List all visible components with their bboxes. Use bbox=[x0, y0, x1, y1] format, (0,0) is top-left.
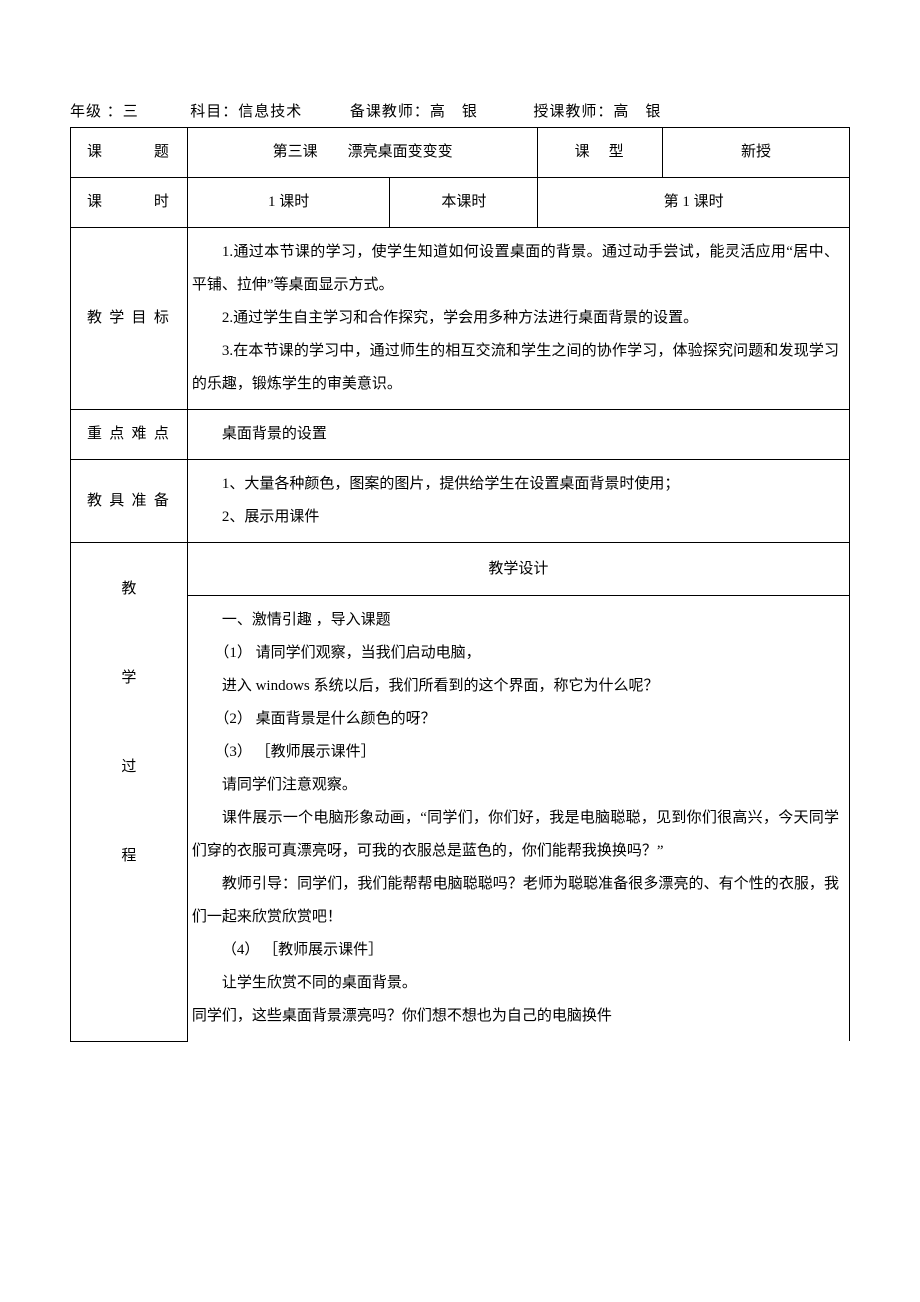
table-row: 教学目标 1.通过本节课的学习，使学生知道如何设置桌面的背景。通过动手尝试，能灵… bbox=[71, 228, 850, 410]
materials-p2: 2、展示用课件 bbox=[192, 501, 839, 534]
design-title-cell: 教学设计 bbox=[187, 543, 849, 596]
lesson-plan-table: 课 题 第三课 漂亮桌面变变变 课 型 新授 课 时 1 课时 本课时 第 1 … bbox=[70, 127, 850, 1042]
prep-teacher-value: 高 银 bbox=[430, 100, 478, 121]
type-value: 新授 bbox=[663, 128, 850, 178]
process-char-4: 程 bbox=[77, 840, 181, 873]
table-row: 教 学 过 程 教学设计 bbox=[71, 543, 850, 596]
subject-value: 信息技术 bbox=[238, 100, 302, 121]
process-label: 教 学 过 程 bbox=[71, 543, 188, 1042]
process-s9: （4） ［教师展示课件］ bbox=[192, 934, 839, 967]
process-char-2: 学 bbox=[77, 662, 181, 695]
type-label: 课 型 bbox=[538, 128, 663, 178]
table-row: 教具准备 1、大量各种颜色，图案的图片，提供给学生在设置桌面背景时使用； 2、展… bbox=[71, 460, 850, 543]
teacher-label: 授课教师： bbox=[533, 100, 613, 121]
prep-teacher-label: 备课教师： bbox=[350, 100, 430, 121]
table-row: 课 题 第三课 漂亮桌面变变变 课 型 新授 bbox=[71, 128, 850, 178]
process-s1: 一、激情引趣 ，导入课题 bbox=[192, 604, 839, 637]
materials-content: 1、大量各种颜色，图案的图片，提供给学生在设置桌面背景时使用； 2、展示用课件 bbox=[187, 460, 849, 543]
process-s7: 课件展示一个电脑形象动画，“同学们，你们好，我是电脑聪聪，见到你们很高兴，今天同… bbox=[192, 802, 839, 868]
objectives-p2: 2.通过学生自主学习和合作探究，学会用多种方法进行桌面背景的设置。 bbox=[192, 302, 839, 335]
process-s6: 请同学们注意观察。 bbox=[192, 769, 839, 802]
process-s8: 教师引导：同学们，我们能帮帮电脑聪聪吗？老师为聪聪准备很多漂亮的、有个性的衣服，… bbox=[192, 868, 839, 934]
process-s5: （3） ［教师展示课件］ bbox=[192, 736, 839, 769]
process-char-3: 过 bbox=[77, 751, 181, 784]
objectives-p3: 3.在本节课的学习中，通过师生的相互交流和学生之间的协作学习，体验探究问题和发现… bbox=[192, 335, 839, 401]
process-s11: 同学们，这些桌面背景漂亮吗？你们想不想也为自己的电脑换件 bbox=[192, 1000, 839, 1033]
table-row: 重点难点 桌面背景的设置 bbox=[71, 410, 850, 460]
this-period-label: 本课时 bbox=[390, 178, 538, 228]
title-label: 课 题 bbox=[71, 128, 188, 178]
keypoints-label: 重点难点 bbox=[71, 410, 188, 460]
grade-value: 三 bbox=[123, 100, 139, 121]
keypoints-content: 桌面背景的设置 bbox=[187, 410, 849, 460]
materials-p1: 1、大量各种颜色，图案的图片，提供给学生在设置桌面背景时使用； bbox=[192, 468, 839, 501]
teacher-value: 高 银 bbox=[613, 100, 661, 121]
header-line: 年级 ：三 科目：信息技术 备课教师：高 银 授课教师：高 银 bbox=[70, 100, 850, 121]
design-title: 教学设计 bbox=[194, 551, 843, 587]
period-label: 课 时 bbox=[71, 178, 188, 228]
period-value: 1 课时 bbox=[187, 178, 390, 228]
objectives-p1: 1.通过本节课的学习，使学生知道如何设置桌面的背景。通过动手尝试，能灵活应用“居… bbox=[192, 236, 839, 302]
materials-label: 教具准备 bbox=[71, 460, 188, 543]
process-s4: （2） 桌面背景是什么颜色的呀？ bbox=[192, 703, 839, 736]
keypoints-text: 桌面背景的设置 bbox=[192, 418, 839, 451]
process-s10: 让学生欣赏不同的桌面背景。 bbox=[192, 967, 839, 1000]
process-content: 一、激情引趣 ，导入课题 （1） 请同学们观察，当我们启动电脑， 进入 wind… bbox=[187, 596, 849, 1042]
subject-label: 科目： bbox=[190, 100, 238, 121]
objectives-content: 1.通过本节课的学习，使学生知道如何设置桌面的背景。通过动手尝试，能灵活应用“居… bbox=[187, 228, 849, 410]
process-s2: （1） 请同学们观察，当我们启动电脑， bbox=[192, 637, 839, 670]
process-char-1: 教 bbox=[77, 573, 181, 606]
title-value: 第三课 漂亮桌面变变变 bbox=[187, 128, 538, 178]
process-s3: 进入 windows 系统以后，我们所看到的这个界面，称它为什么呢？ bbox=[192, 670, 839, 703]
table-row: 课 时 1 课时 本课时 第 1 课时 bbox=[71, 178, 850, 228]
table-row: 一、激情引趣 ，导入课题 （1） 请同学们观察，当我们启动电脑， 进入 wind… bbox=[71, 596, 850, 1042]
grade-label: 年级 ： bbox=[70, 100, 123, 121]
this-period-value: 第 1 课时 bbox=[538, 178, 850, 228]
objectives-label: 教学目标 bbox=[71, 228, 188, 410]
